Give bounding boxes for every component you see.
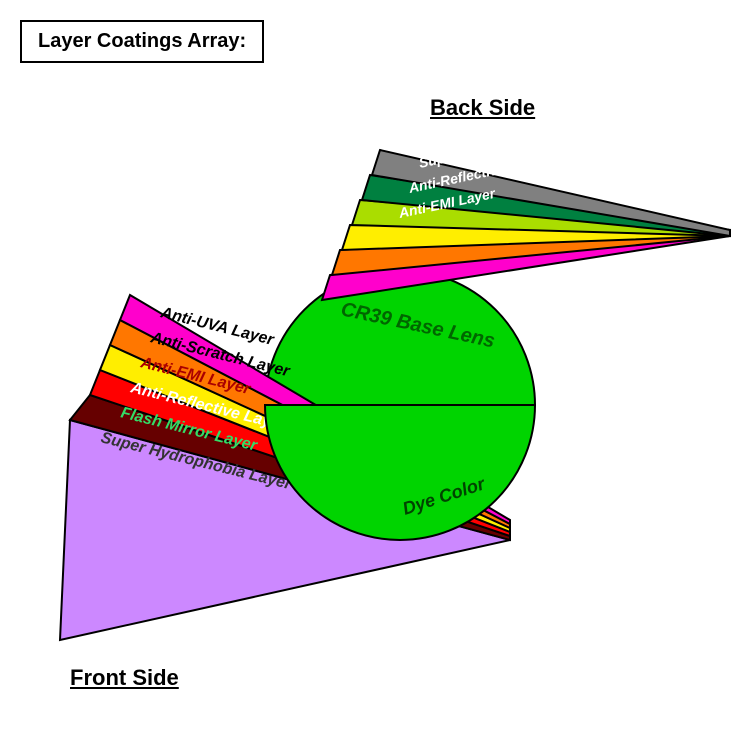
layer-diagram: Super Hydrophobia LayerAnti-Reflective L…: [0, 0, 750, 741]
